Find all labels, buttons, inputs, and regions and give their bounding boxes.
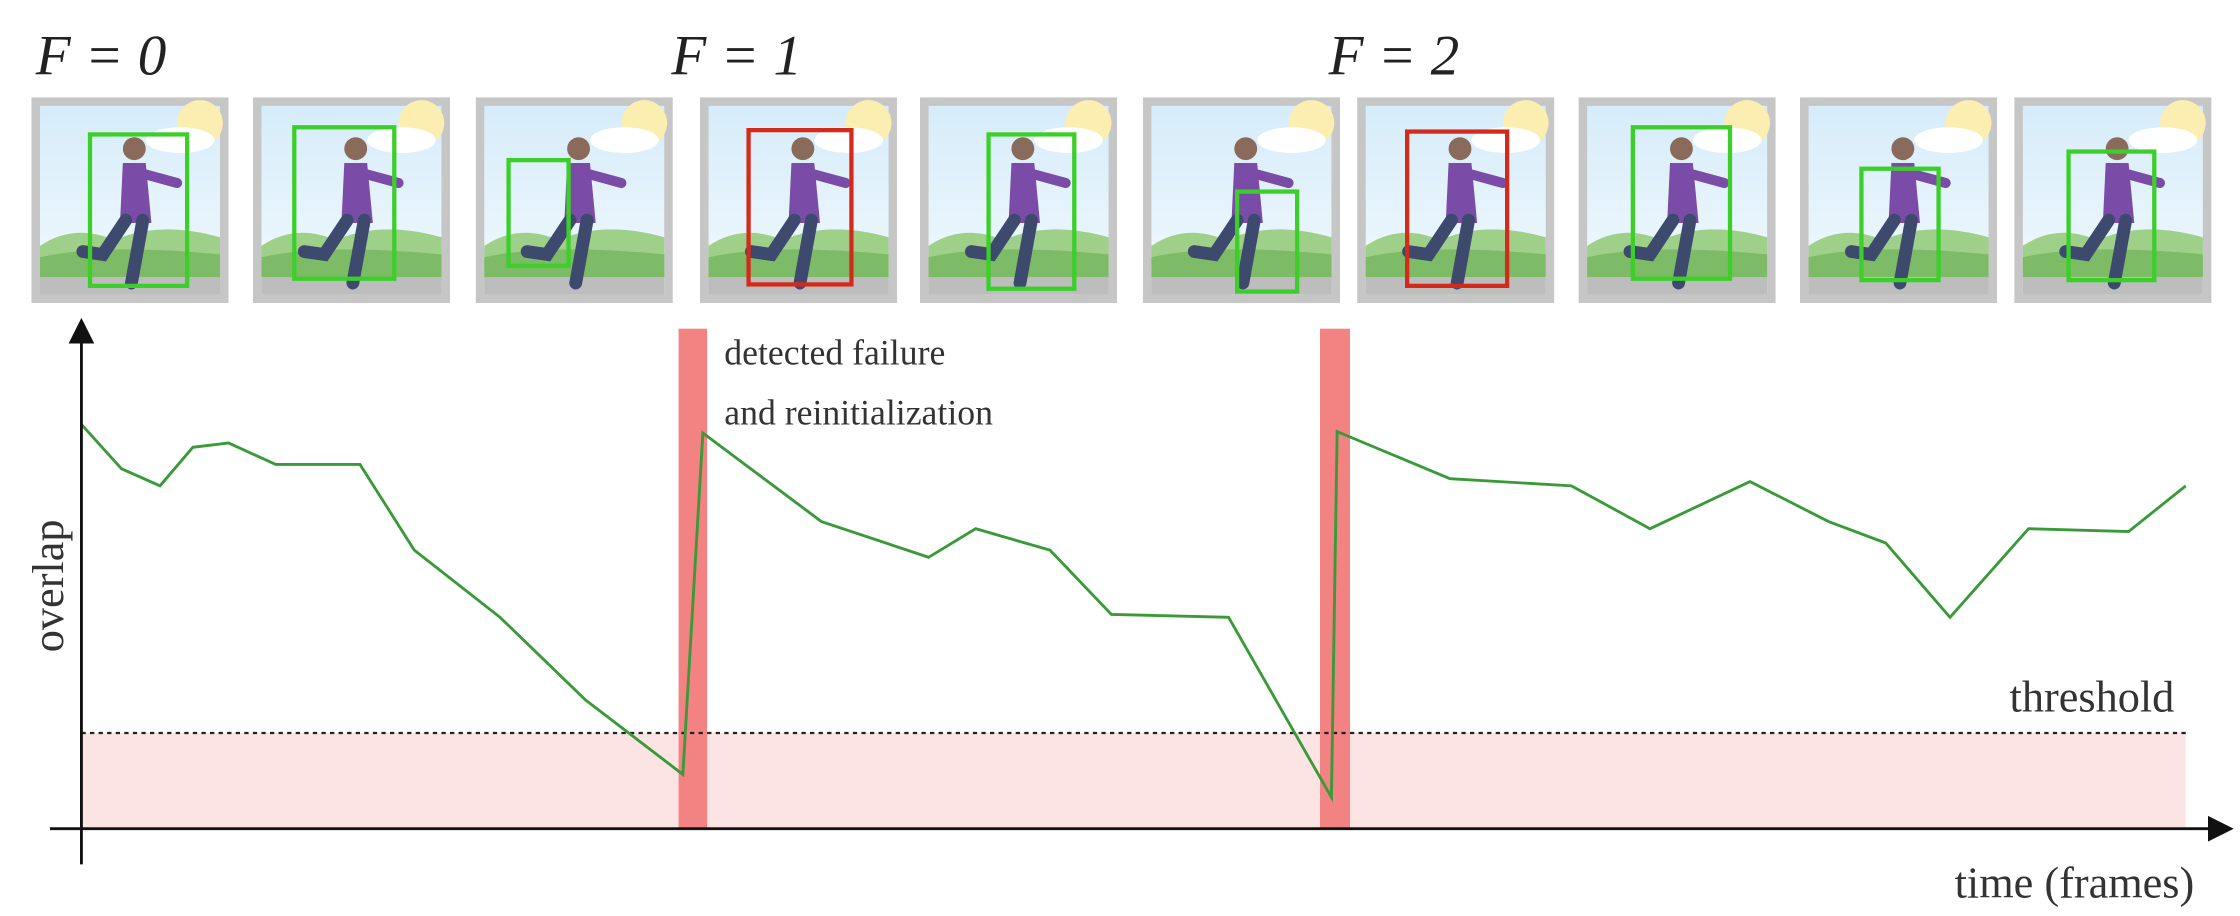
x-axis-label: time (frames) [1955, 858, 2195, 907]
frame-label: F = 0 [35, 24, 167, 87]
frame [1800, 97, 1997, 303]
overlap-curve [80, 423, 2187, 803]
track-box [292, 125, 397, 281]
track-box [1859, 166, 1941, 283]
frame [476, 97, 673, 303]
frame-strip [31, 97, 2211, 303]
failure-region [81, 733, 2186, 829]
annotation-line: detected failure [724, 332, 945, 372]
frame-label: F = 2 [1328, 24, 1460, 87]
threshold-label: threshold [2010, 673, 2175, 722]
track-box [986, 132, 1077, 291]
failure-box [746, 128, 854, 287]
y-axis-label: overlap [24, 519, 73, 652]
frame [31, 97, 228, 303]
frame [2014, 97, 2211, 303]
track-box [87, 132, 190, 288]
annotation-line: and reinitialization [724, 392, 993, 432]
frame-label: F = 1 [670, 24, 802, 87]
track-box [1235, 189, 1300, 294]
track-box [2066, 149, 2157, 283]
frame [1357, 97, 1554, 303]
failure-box [1405, 129, 1510, 288]
track-box [1630, 125, 1733, 281]
frame [920, 97, 1117, 303]
frame [1143, 97, 1340, 303]
track-box [506, 158, 571, 269]
